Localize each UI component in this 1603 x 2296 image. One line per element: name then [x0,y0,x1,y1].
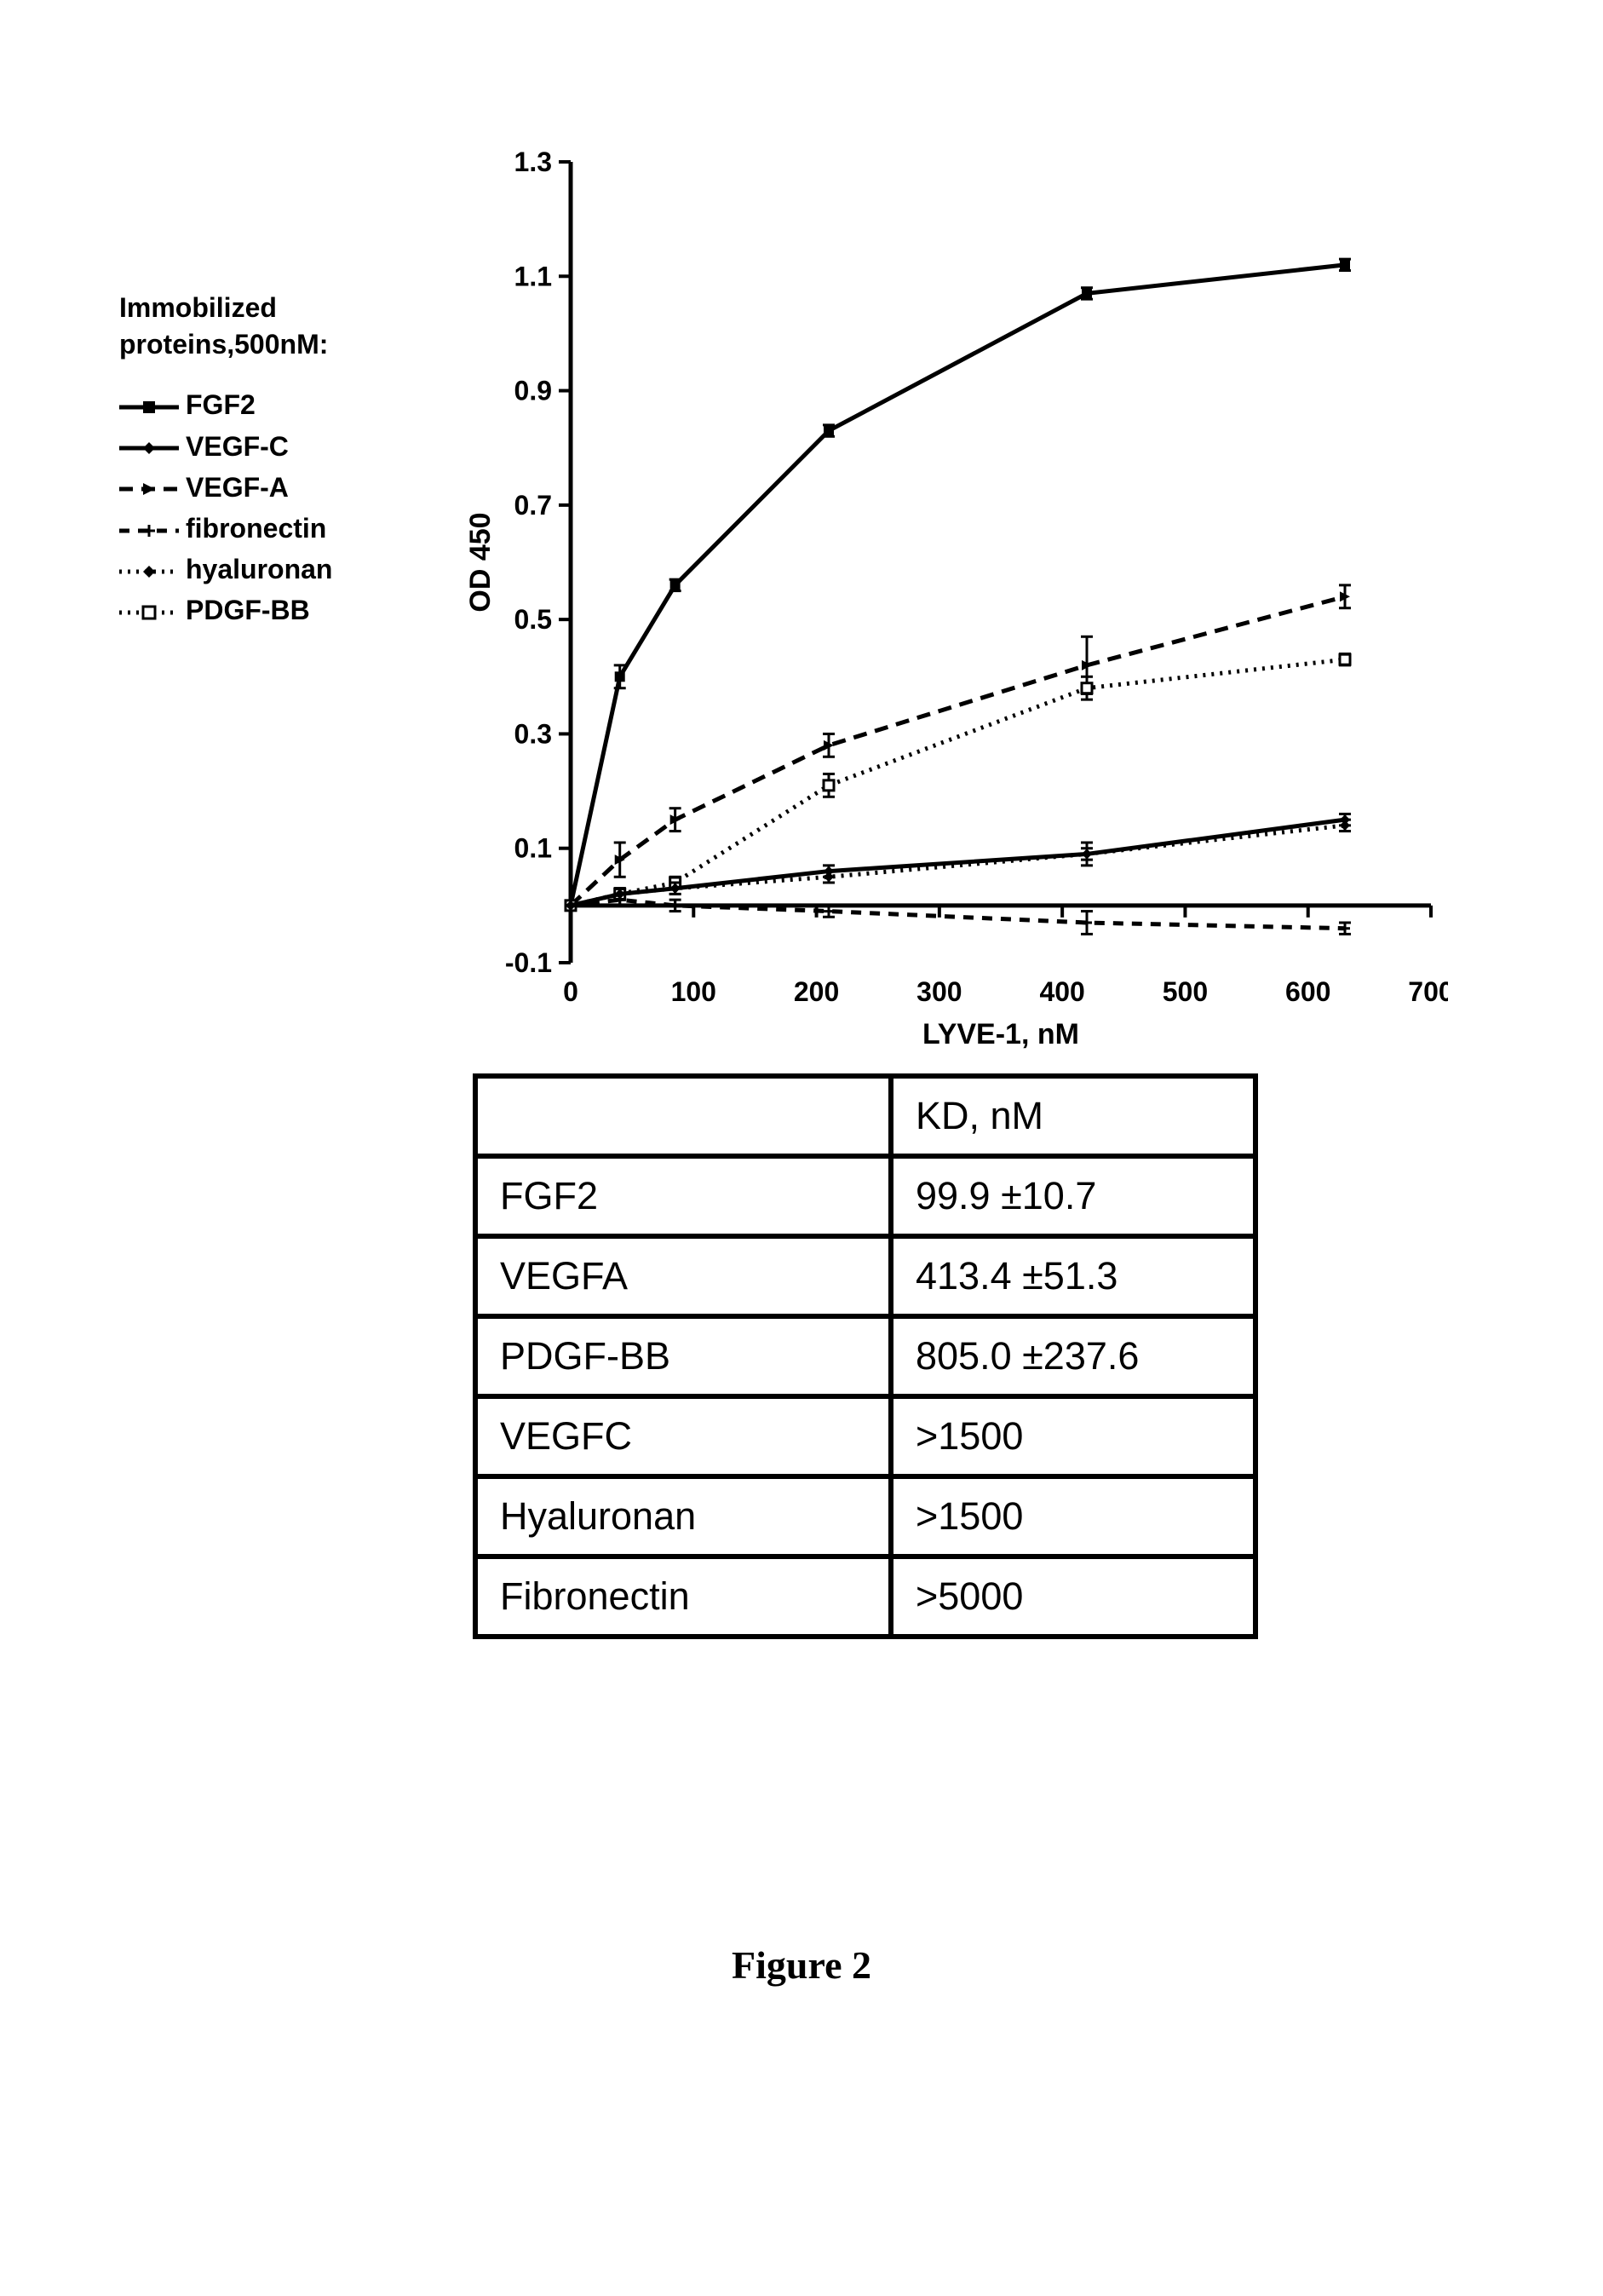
table-header-row: KD, nM [475,1076,1255,1156]
table-cell-name: FGF2 [475,1156,891,1236]
legend-label: hyaluronan [186,551,332,588]
legend-title-line2: proteins,500nM: [119,329,328,360]
table-row: PDGF-BB 805.0 ±237.6 [475,1316,1255,1396]
legend-swatch [119,434,179,459]
svg-text:200: 200 [794,976,839,1007]
legend-swatch [119,393,179,418]
table-header-kd: KD, nM [891,1076,1255,1156]
table-header-blank [475,1076,891,1156]
table-row: VEGFC >1500 [475,1396,1255,1476]
legend-label: fibronectin [186,510,326,547]
legend-item: VEGF-C [119,429,332,465]
svg-text:400: 400 [1039,976,1084,1007]
table-cell-kd: >1500 [891,1396,1255,1476]
svg-text:0.3: 0.3 [514,718,552,749]
svg-text:0.5: 0.5 [514,604,552,635]
legend-swatch [119,557,179,583]
legend-item: PDGF-BB [119,592,332,629]
svg-text:0.1: 0.1 [514,833,552,864]
svg-text:1.1: 1.1 [514,261,552,291]
legend-label: FGF2 [186,387,256,423]
legend-swatch [119,598,179,624]
legend-swatch [119,516,179,542]
table-cell-kd: 99.9 ±10.7 [891,1156,1255,1236]
table-cell-kd: 805.0 ±237.6 [891,1316,1255,1396]
svg-text:600: 600 [1285,976,1330,1007]
line-chart-svg: 0 100 200 300 400 500 600 700 -0.1 0.1 0.3 0.5 0.7 0.… [460,145,1448,1065]
legend-label: PDGF-BB [186,592,310,629]
legend-items: FGF2 VEGF-C VEGF-A fibronectin hyalurona… [119,387,332,629]
svg-text:300: 300 [916,976,962,1007]
table-cell-name: Fibronectin [475,1557,891,1637]
table-cell-name: VEGFC [475,1396,891,1476]
svg-text:-0.1: -0.1 [505,947,552,978]
table-cell-kd: >1500 [891,1476,1255,1557]
table-row: VEGFA 413.4 ±51.3 [475,1236,1255,1316]
chart: 0 100 200 300 400 500 600 700 -0.1 0.1 0.3 0.5 0.7 0.… [460,145,1448,1069]
svg-text:LYVE-1, nM: LYVE-1, nM [922,1018,1079,1050]
table-cell-kd: 413.4 ±51.3 [891,1236,1255,1316]
legend-item: hyaluronan [119,551,332,588]
legend-label: VEGF-C [186,429,289,465]
svg-text:1.3: 1.3 [514,147,552,177]
legend-item: FGF2 [119,387,332,423]
legend-title-line1: Immobilized [119,292,277,323]
table-cell-name: Hyaluronan [475,1476,891,1557]
svg-text:0.9: 0.9 [514,376,552,406]
svg-text:0.7: 0.7 [514,490,552,521]
legend-item: fibronectin [119,510,332,547]
svg-text:100: 100 [671,976,716,1007]
table-cell-name: PDGF-BB [475,1316,891,1396]
svg-text:OD 450: OD 450 [464,512,497,612]
table-row: FGF2 99.9 ±10.7 [475,1156,1255,1236]
legend: Immobilized proteins,500nM: FGF2 VEGF-C … [119,290,332,634]
table-row: Hyaluronan >1500 [475,1476,1255,1557]
svg-text:700: 700 [1408,976,1448,1007]
table-body: FGF2 99.9 ±10.7VEGFA 413.4 ±51.3PDGF-BB … [475,1156,1255,1637]
svg-text:0: 0 [563,976,578,1007]
legend-swatch [119,475,179,500]
figure-page: Immobilized proteins,500nM: FGF2 VEGF-C … [0,0,1603,2296]
table-cell-name: VEGFA [475,1236,891,1316]
kd-table: KD, nM FGF2 99.9 ±10.7VEGFA 413.4 ±51.3P… [473,1073,1258,1639]
table-cell-kd: >5000 [891,1557,1255,1637]
legend-label: VEGF-A [186,469,289,506]
figure-caption: Figure 2 [0,1942,1603,1988]
svg-text:500: 500 [1163,976,1208,1007]
table-row: Fibronectin >5000 [475,1557,1255,1637]
legend-item: VEGF-A [119,469,332,506]
legend-title: Immobilized proteins,500nM: [119,290,332,363]
